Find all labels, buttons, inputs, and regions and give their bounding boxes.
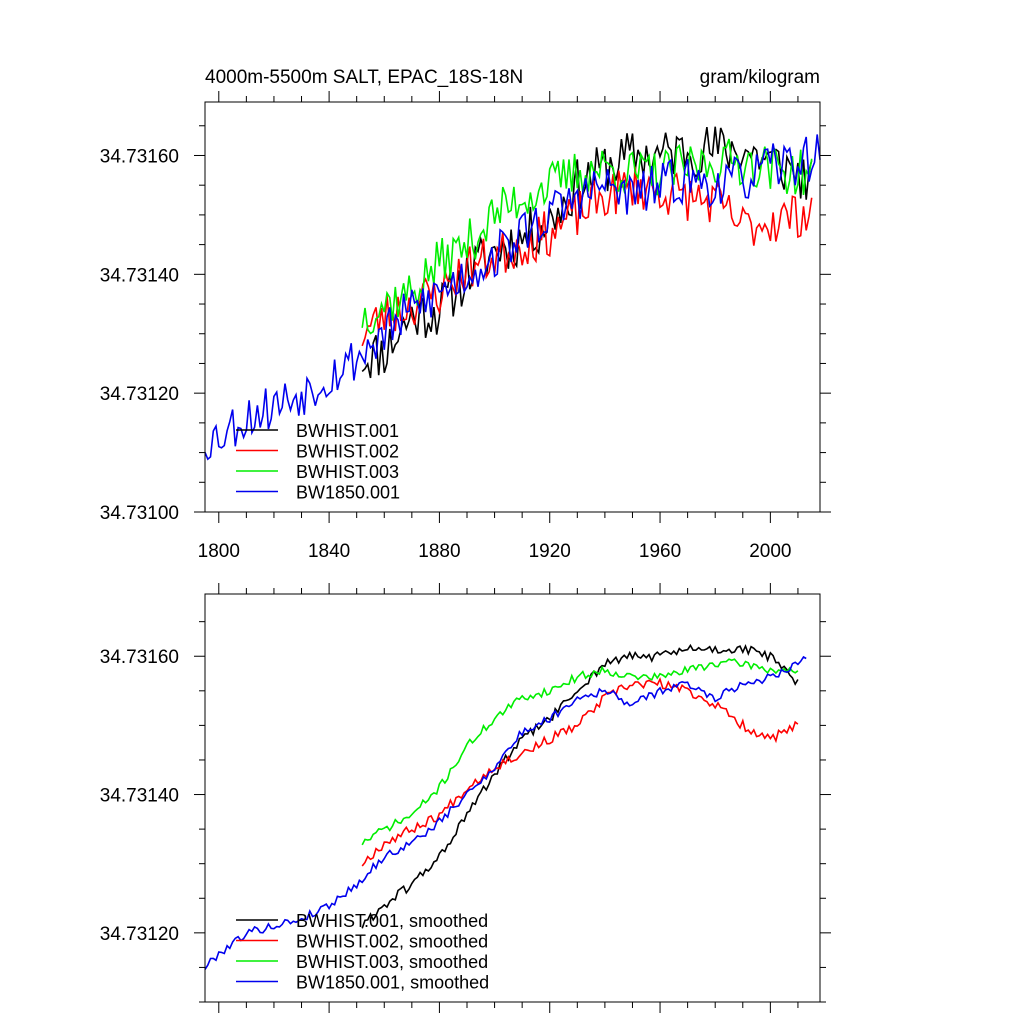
legend-label: BWHIST.002, smoothed — [296, 932, 488, 952]
legend-label: BWHIST.002 — [296, 442, 399, 462]
series-line-bw1850-001-smoothed — [204, 655, 807, 970]
x-tick-label: 2000 — [749, 541, 791, 562]
top-plot-frame — [204, 101, 821, 513]
x-tick-label: 1920 — [529, 541, 571, 562]
x-tick-label: 1960 — [639, 541, 681, 562]
y-tick-label: 34.73160 — [100, 146, 179, 167]
x-tick-label: 1880 — [418, 541, 460, 562]
top-panel: 1800 1840 1880 1920 1960 2000 34.73100 34.73120… — [100, 91, 831, 562]
series-line-bwhist-002-smoothed — [361, 676, 799, 867]
bottom-plot-frame — [204, 593, 821, 1003]
legend-label: BW1850.001, smoothed — [296, 973, 489, 993]
top-axes: 1800 1840 1880 1920 1960 2000 34.73100 34.73120… — [100, 91, 831, 562]
x-tick-label: 1800 — [198, 541, 240, 562]
legend-label: BWHIST.001 — [296, 421, 399, 441]
series-line-bwhist-003-smoothed — [361, 658, 799, 846]
y-tick-label: 34.73160 — [100, 647, 179, 668]
legend-label: BWHIST.003 — [296, 462, 399, 482]
series-line-bwhist-002 — [361, 166, 813, 347]
legend-label: BWHIST.003, smoothed — [296, 952, 488, 972]
bottom-axes: 34.73120 34.73140 34.73160 — [100, 583, 831, 1013]
y-tick-label: 34.73120 — [100, 924, 179, 945]
top-chart-units: gram/kilogram — [700, 67, 820, 88]
bottom-panel: 34.73120 34.73140 34.73160 BWHIST.001, smo… — [100, 583, 831, 1013]
top-series-lines — [204, 126, 821, 461]
x-tick-label: 1840 — [308, 541, 350, 562]
legend-label: BWHIST.001, smoothed — [296, 911, 488, 931]
y-tick-label: 34.73140 — [100, 265, 179, 286]
series-line-bwhist-001 — [361, 126, 813, 379]
y-tick-label: 34.73100 — [100, 503, 179, 524]
series-line-bw1850-001 — [204, 134, 821, 461]
top-chart-title: 4000m-5500m SALT, EPAC_18S-18N — [205, 67, 523, 88]
y-tick-label: 34.73120 — [100, 384, 179, 405]
y-tick-label: 34.73140 — [100, 786, 179, 807]
legend-label: BW1850.001 — [296, 483, 400, 503]
bottom-series-lines — [204, 643, 807, 970]
series-line-bwhist-001-smoothed — [361, 643, 799, 929]
